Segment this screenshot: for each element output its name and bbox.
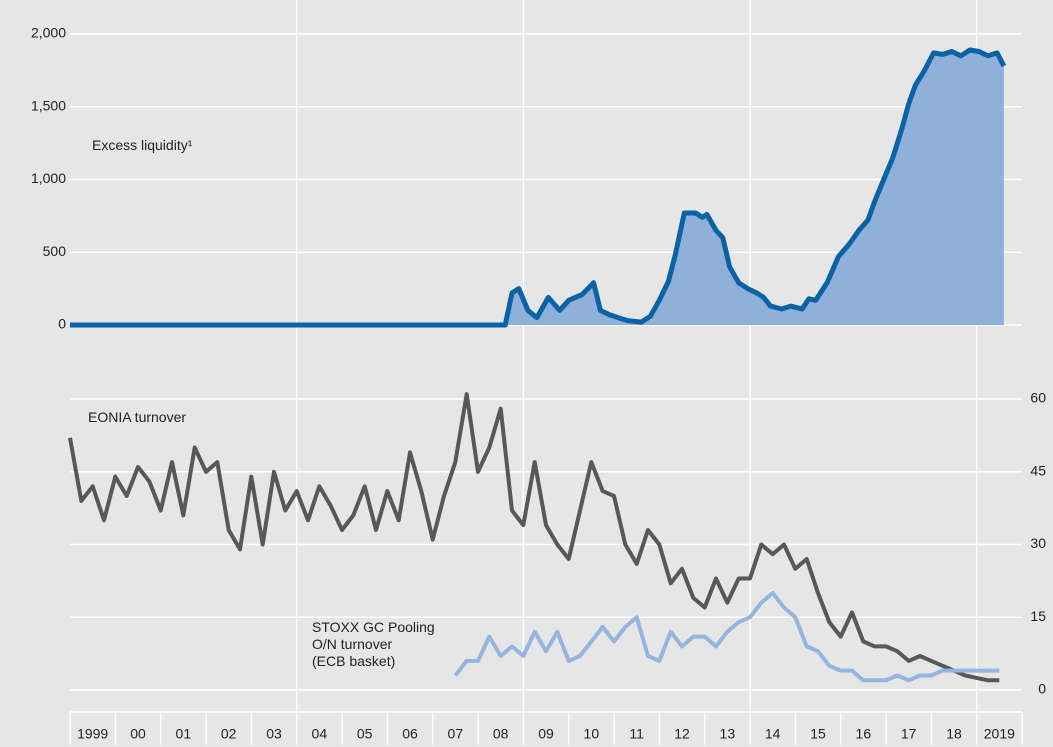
- x-tick-label: 00: [130, 726, 146, 742]
- x-tick-label: 02: [221, 726, 237, 742]
- marks: [68, 47, 1007, 683]
- series-label-line: (ECB basket): [312, 653, 396, 669]
- line: [70, 47, 1007, 328]
- y2-tick-label: 45: [1030, 462, 1046, 478]
- line: [68, 392, 1000, 683]
- y-tick-label: 1,500: [31, 97, 66, 113]
- x-tick-label: 14: [765, 726, 781, 742]
- series-label-line: O/N turnover: [312, 636, 393, 652]
- x-tick-label: 01: [176, 726, 192, 742]
- y2-tick-label: 0: [1038, 681, 1046, 697]
- grid: [70, 0, 1022, 712]
- x-tick-label: 2019: [984, 726, 1015, 742]
- y-tick-label: 500: [43, 243, 67, 259]
- series-label: EONIA turnover: [88, 409, 187, 425]
- x-tick-label: 13: [720, 726, 736, 742]
- x-tick-label: 03: [266, 726, 282, 742]
- x-tick-label: 16: [856, 726, 872, 742]
- y-tick-label: 2,000: [31, 25, 66, 41]
- y2-tick-label: 60: [1030, 390, 1046, 406]
- x-tick-label: 12: [674, 726, 690, 742]
- series-label: STOXX GC Pooling O/N turnover (ECB basket): [312, 619, 435, 670]
- x-tick-label: 05: [357, 726, 373, 742]
- y2-tick-label: 30: [1030, 535, 1046, 551]
- x-tick-label: 08: [493, 726, 509, 742]
- y2-tick-label: 15: [1030, 608, 1046, 624]
- x-tick-label: 06: [402, 726, 418, 742]
- y-tick-label: 0: [58, 316, 66, 332]
- y-tick-label: 1,000: [31, 170, 66, 186]
- x-tick-label: 15: [810, 726, 826, 742]
- line: [453, 591, 1000, 683]
- area: [70, 50, 1004, 325]
- x-tick-label: 18: [946, 726, 962, 742]
- x-tick-label: 17: [901, 726, 917, 742]
- series-label: Excess liquidity¹: [92, 137, 193, 153]
- x-tick-label: 07: [448, 726, 464, 742]
- x-tick-label: 10: [584, 726, 600, 742]
- x-tick-label: 11: [629, 726, 644, 742]
- x-tick-label: 1999: [77, 726, 108, 742]
- x-tick-label: 04: [312, 726, 328, 742]
- series-label-line: STOXX GC Pooling: [312, 619, 435, 635]
- x-tick-label: 09: [538, 726, 554, 742]
